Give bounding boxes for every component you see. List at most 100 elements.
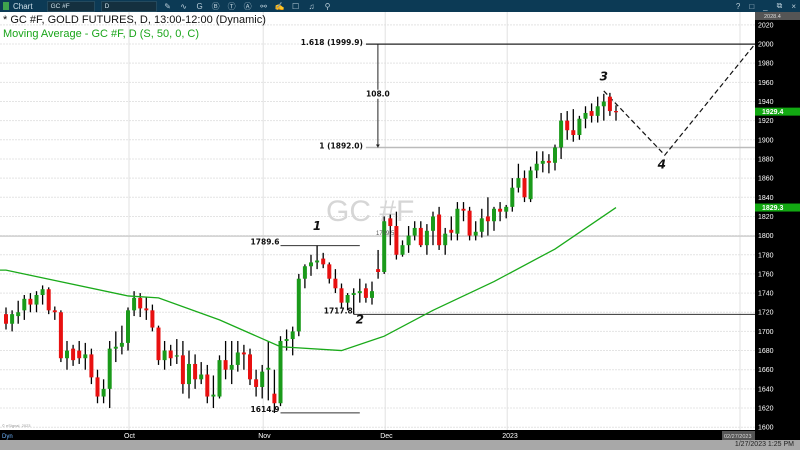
candle-body: [449, 229, 454, 233]
candle-body: [589, 111, 594, 116]
price-badge-last-label: 1929.4: [762, 109, 784, 116]
time-tick-label: 2023: [502, 433, 518, 440]
candle-body: [10, 314, 15, 324]
arrow-head-icon: [375, 144, 380, 148]
candle-body: [260, 371, 265, 387]
cursor-price-badge: [755, 12, 800, 20]
pencil-icon[interactable]: ✎: [164, 1, 171, 11]
b-icon[interactable]: Ⓑ: [211, 1, 220, 11]
moving-average-line: [0, 206, 617, 352]
price-tick-label: 1820: [758, 214, 774, 221]
close-button[interactable]: ×: [791, 1, 796, 11]
twitter-icon[interactable]: ♫: [308, 1, 315, 11]
price-axis-labels: 2020 2000 1980 1960 1940 1920 1900 1880 1860 1840…: [755, 12, 800, 432]
status-datetime: 1/27/2023 1:25 PM: [734, 441, 794, 448]
get-icon[interactable]: G: [196, 1, 203, 11]
candle-body: [119, 342, 124, 347]
fib-range-label: 108.0: [366, 90, 390, 99]
a-icon[interactable]: Ⓐ: [243, 1, 252, 11]
price-tick-label: 1800: [758, 233, 774, 240]
cursor-price-label: 2028.4: [764, 14, 781, 20]
interval-select[interactable]: D: [100, 0, 157, 12]
annotation-lines: [0, 43, 756, 414]
candle-body: [235, 352, 240, 365]
candle-body: [467, 210, 472, 236]
link-icon[interactable]: ⚯: [260, 1, 267, 11]
status-bar: 1/27/2023 1:25 PM: [0, 440, 800, 450]
price-tick-label: 1960: [758, 80, 774, 87]
candle-body: [546, 160, 551, 163]
candle-body: [363, 288, 368, 298]
candle-body: [607, 96, 612, 112]
candle-body: [58, 312, 63, 359]
candle-body: [309, 262, 313, 267]
moving-average-legend[interactable]: Moving Average - GC #F, D (S, 50, 0, C): [3, 28, 200, 40]
candle-body: [254, 379, 259, 387]
price-tick-label: 1600: [758, 425, 774, 432]
candle-body: [559, 120, 564, 148]
price-tick-label: 1620: [758, 406, 774, 413]
candle-body: [345, 294, 350, 303]
candle-body: [180, 355, 185, 385]
help-button[interactable]: ?: [735, 1, 741, 11]
restore-button[interactable]: ⧉: [776, 1, 783, 10]
candle-body: [290, 331, 295, 340]
price-chart[interactable]: GC #F 1789.6 1717.8 1614.9 1.618 (1999.9) 1 …: [0, 12, 800, 440]
price-badge-ma-label: 1829.3: [762, 205, 784, 212]
candle-body: [443, 233, 448, 246]
t-icon[interactable]: Ⓣ: [227, 1, 236, 11]
price-tick-label: 1880: [758, 156, 774, 163]
edit-icon[interactable]: ✍: [274, 1, 285, 11]
price-tick-label: 1700: [758, 329, 774, 336]
price-badge-ma: [755, 203, 800, 212]
fib-label: 1 (1892.0): [319, 141, 363, 150]
candle-body: [479, 218, 484, 232]
comment-icon[interactable]: ☐: [291, 1, 300, 11]
candle-body: [138, 297, 143, 309]
candle-body: [614, 111, 618, 113]
candle-body: [284, 339, 289, 341]
symbol-legend[interactable]: * GC #F, GOLD FUTURES, D, 13:00-12:00 (D…: [3, 14, 266, 26]
candle-body: [266, 367, 271, 370]
candle-body: [211, 394, 216, 397]
dyn-label[interactable]: Dyn: [2, 434, 13, 440]
candle-body: [412, 227, 417, 236]
candle-body: [16, 312, 21, 317]
wave-icon[interactable]: ∿: [180, 1, 187, 11]
time-axis-labels: Oct Nov Dec 2023 02/27/2023: [124, 431, 755, 440]
candles: [4, 92, 618, 413]
candle-body: [187, 363, 191, 385]
time-tick-label: Dec: [380, 433, 393, 440]
wave-label-4: 4: [657, 158, 666, 172]
candle-body: [199, 374, 204, 380]
candle-body: [248, 354, 252, 380]
price-axis[interactable]: [755, 12, 800, 440]
chart-window-icon: [3, 2, 9, 10]
copyright-text: © eSignal, 2023: [2, 423, 31, 428]
minimize-button[interactable]: _: [763, 1, 768, 11]
candle-body: [540, 160, 545, 164]
candle-body: [40, 289, 45, 295]
time-axis[interactable]: [0, 430, 800, 440]
symbol-input[interactable]: GC #F: [46, 0, 95, 12]
price-tick-label: 1860: [758, 176, 774, 183]
save-button[interactable]: □: [749, 1, 755, 11]
candle-body: [28, 298, 33, 305]
candle-body: [34, 294, 39, 305]
candle-body: [113, 346, 118, 349]
candle-body: [577, 118, 582, 136]
pin-icon[interactable]: ⚲: [324, 1, 331, 11]
candle-body: [382, 221, 387, 273]
candle-body: [95, 377, 100, 397]
candle-body: [595, 106, 600, 116]
price-tick-label: 1760: [758, 271, 774, 278]
price-tick-label: 1780: [758, 252, 774, 259]
candle-body: [327, 264, 332, 279]
candle-body: [162, 350, 167, 361]
candle-body: [601, 101, 606, 107]
candle-body: [339, 288, 344, 303]
candle-body: [272, 393, 277, 404]
price-tick-label: 1920: [758, 118, 774, 125]
candle-body: [101, 388, 106, 397]
candle-body: [553, 147, 557, 163]
